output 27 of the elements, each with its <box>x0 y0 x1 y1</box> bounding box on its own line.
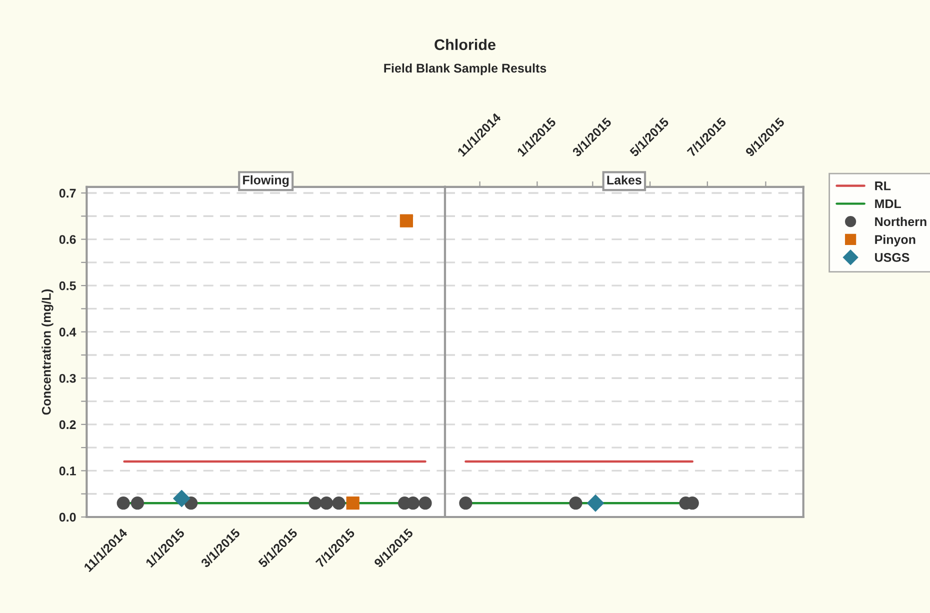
y-tick-label: 0.3 <box>59 374 76 383</box>
y-tick-label: 0.1 <box>59 466 76 476</box>
text: Flowing <box>243 175 289 187</box>
chart-subtitle: Field Blank Sample Results <box>384 63 546 76</box>
legend-label: USGS <box>875 253 910 262</box>
y-axis-title: Concentration (mg/L) <box>42 289 54 415</box>
point <box>346 496 360 510</box>
point <box>308 496 322 510</box>
legend-label: MDL <box>875 199 901 208</box>
point <box>173 490 190 508</box>
y-tick-label: 0.7 <box>59 188 76 198</box>
point <box>130 496 144 510</box>
y-tick-label: 0.0 <box>59 512 76 522</box>
legend-label: Northern <box>875 216 926 226</box>
legend-label: Pinyon <box>875 234 916 246</box>
y-tick-label: 0.6 <box>59 235 76 244</box>
point <box>116 496 130 510</box>
y-tick-label: 0.5 <box>59 281 76 290</box>
y-tick-label: 0.4 <box>59 328 76 336</box>
text: Lakes <box>607 175 642 184</box>
chart-title: Chloride <box>434 38 496 50</box>
point <box>320 496 334 510</box>
point <box>332 496 346 510</box>
point <box>400 214 414 228</box>
point <box>418 496 432 510</box>
legend-label: RL <box>875 182 891 190</box>
y-tick-label: 0.2 <box>59 420 76 430</box>
